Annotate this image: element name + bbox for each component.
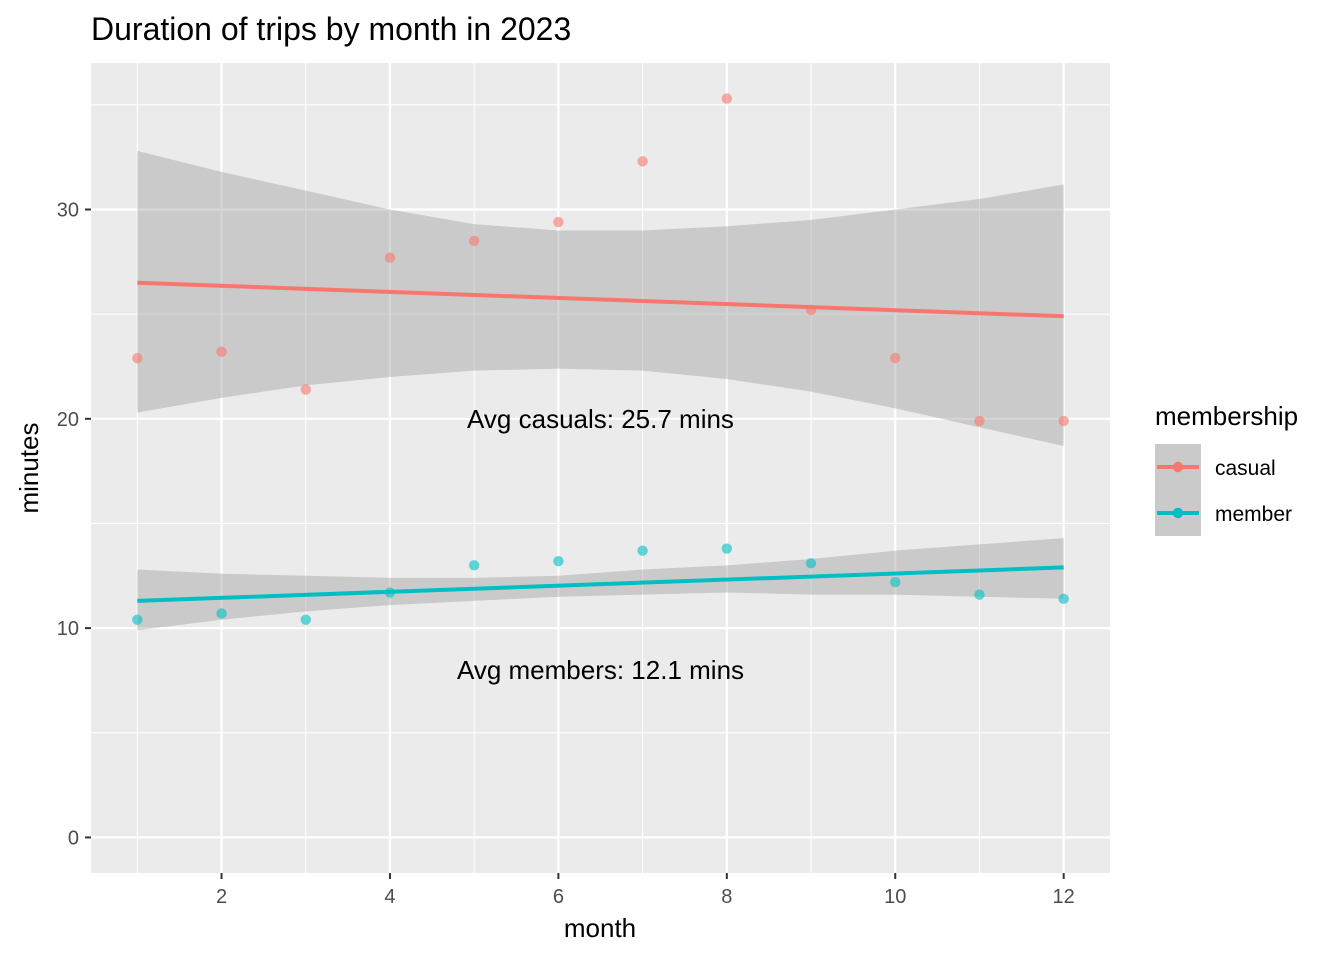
x-tick-label-1: 4 (384, 886, 395, 908)
data-point-member-11 (974, 589, 985, 600)
data-point-casual-8 (721, 93, 733, 104)
data-point-casual-9 (805, 304, 817, 316)
y-tick-label-3: 30 (57, 200, 79, 222)
legend-title: membership (1155, 401, 1298, 431)
annotation-1: Avg members: 12.1 mins (457, 655, 744, 685)
data-point-member-8 (721, 543, 733, 554)
data-point-member-3 (300, 614, 311, 625)
annotation-0: Avg casuals: 25.7 mins (467, 404, 734, 434)
data-point-member-10 (890, 576, 901, 588)
y-tick-label-0: 0 (68, 827, 79, 849)
data-points (132, 93, 1069, 625)
data-point-casual-5 (468, 235, 480, 247)
data-point-casual-3 (300, 384, 311, 395)
data-point-casual-10 (890, 352, 901, 364)
data-point-casual-7 (637, 156, 648, 167)
data-point-casual-12 (1058, 415, 1069, 427)
y-tick-label-1: 10 (57, 618, 79, 640)
data-point-member-12 (1058, 593, 1069, 605)
data-point-casual-6 (553, 216, 564, 228)
data-point-member-7 (637, 545, 648, 556)
grid-lines (91, 63, 1110, 873)
data-point-member-5 (468, 560, 480, 571)
legend-key-point-member (1172, 507, 1184, 519)
legend: membership casual member (1155, 401, 1298, 536)
data-point-member-9 (805, 558, 817, 569)
y-tick-label-2: 20 (57, 409, 79, 431)
x-tick-label-2: 6 (553, 886, 564, 908)
x-tick-label-0: 2 (216, 886, 227, 908)
legend-label-casual: casual (1215, 457, 1276, 480)
x-tick-label-5: 12 (1053, 886, 1075, 908)
axes: 2 4 6 8 10 12 0 10 20 30 (57, 200, 1075, 908)
trend-line-member (137, 565, 1064, 603)
x-axis-title: month (564, 913, 636, 943)
data-point-member-1 (132, 614, 143, 625)
data-point-casual-11 (974, 415, 985, 427)
data-point-casual-1 (132, 352, 143, 364)
plot-panel (91, 63, 1110, 873)
data-point-member-2 (216, 608, 227, 619)
y-axis-title: minutes (14, 422, 44, 513)
trend-line-casual (137, 280, 1064, 319)
x-tick-label-3: 8 (721, 886, 732, 908)
data-point-member-4 (384, 587, 396, 598)
legend-label-member: member (1215, 503, 1292, 526)
x-tick-label-4: 10 (884, 886, 906, 908)
legend-key-point-casual (1172, 461, 1184, 473)
data-point-casual-2 (216, 346, 227, 358)
legend-items: casual member (1155, 444, 1292, 536)
chart-title: Duration of trips by month in 2023 (91, 11, 571, 47)
data-point-casual-4 (384, 252, 396, 263)
annotations: Avg casuals: 25.7 mins Avg members: 12.1 … (457, 404, 744, 685)
trend-lines (137, 280, 1064, 603)
data-point-member-6 (553, 555, 564, 567)
